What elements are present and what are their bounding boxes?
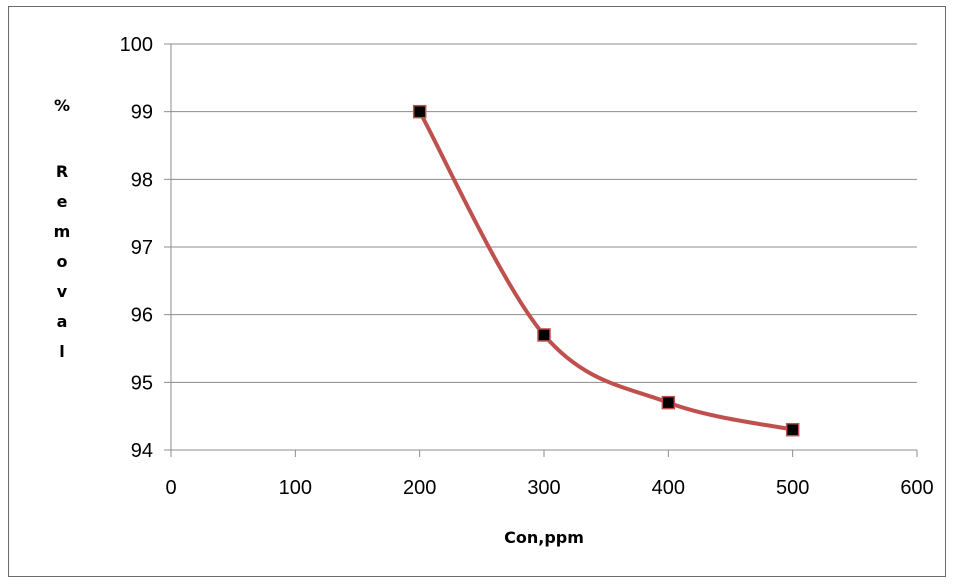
series <box>417 109 795 432</box>
y-axis-title-letter: R <box>56 162 68 181</box>
x-tick-label: 200 <box>403 477 436 499</box>
x-tick-label: 600 <box>900 477 933 499</box>
y-tick-label: 99 <box>131 102 153 124</box>
data-point-marker <box>537 328 551 342</box>
y-tick-label: 100 <box>120 34 153 56</box>
y-axis-title-letter: a <box>57 312 68 331</box>
x-tick-label: 100 <box>279 477 312 499</box>
chart-frame: 94 95 96 97 98 99 100 0 100 200 300 400 500 600 Con,… <box>8 6 946 577</box>
y-tick-label: 98 <box>131 169 153 191</box>
y-tick-label: 94 <box>131 440 153 462</box>
markers <box>412 104 800 437</box>
x-tick-label: 0 <box>165 477 176 499</box>
y-axis-title-letter: m <box>54 222 71 241</box>
series-line <box>417 109 795 432</box>
y-tick-labels: 94 95 96 97 98 99 100 <box>120 34 153 462</box>
x-tick-label: 300 <box>527 477 560 499</box>
data-point-marker <box>785 422 800 437</box>
data-point-marker <box>661 395 676 410</box>
y-axis-title-letter: e <box>57 192 68 211</box>
y-axis-title-letter: l <box>59 342 64 361</box>
data-point-marker <box>412 104 427 119</box>
y-axis-title-letter: v <box>57 282 68 301</box>
x-tick-labels: 0 100 200 300 400 500 600 <box>165 477 933 499</box>
axes <box>164 43 918 457</box>
y-tick-label: 95 <box>131 372 153 394</box>
y-axis-title-letter: o <box>57 252 68 271</box>
gridlines <box>171 43 917 383</box>
x-axis-title: Con,ppm <box>504 528 584 547</box>
y-tick-label: 96 <box>131 305 153 327</box>
x-tick-label: 400 <box>652 477 685 499</box>
y-tick-label: 97 <box>131 237 153 259</box>
chart: 94 95 96 97 98 99 100 0 100 200 300 400 500 600 Con,… <box>54 34 934 547</box>
y-axis-title-letter: % <box>54 96 70 115</box>
x-tick-label: 500 <box>776 477 809 499</box>
